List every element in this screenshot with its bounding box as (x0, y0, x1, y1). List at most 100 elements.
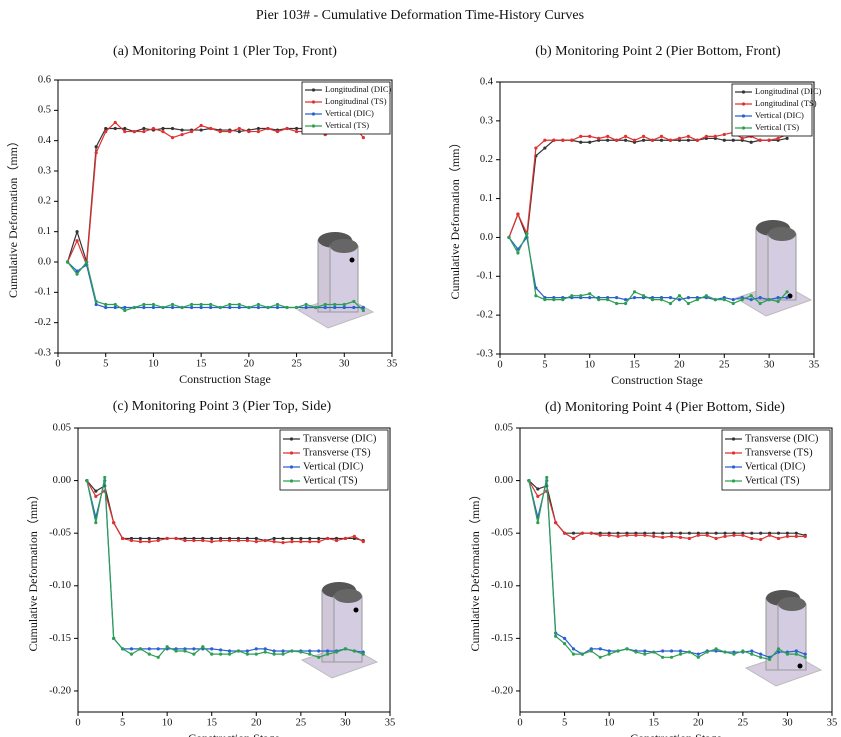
data-point (210, 647, 214, 651)
data-point (758, 301, 762, 306)
data-point (768, 657, 772, 662)
pier-icon (734, 220, 813, 317)
data-point (219, 538, 223, 543)
plot-frame (519, 427, 833, 713)
data-point (668, 296, 673, 300)
data-point (170, 126, 175, 131)
pier-column-2 (767, 233, 797, 301)
data-point (94, 521, 98, 525)
data-point (227, 538, 232, 543)
series-line (67, 260, 364, 312)
data-point (794, 649, 798, 653)
x-tick-label: 10 (584, 359, 595, 370)
data-point (759, 652, 763, 656)
pier-icon (300, 582, 379, 679)
data-point (334, 538, 339, 543)
data-point (607, 652, 611, 656)
data-point (741, 649, 745, 653)
data-point (256, 129, 260, 134)
data-point (228, 305, 232, 310)
data-point (285, 126, 289, 131)
data-point (120, 647, 125, 651)
data-point (705, 650, 709, 654)
data-point (758, 138, 762, 142)
data-point (147, 536, 151, 541)
data-point (597, 298, 601, 302)
data-point (314, 305, 318, 310)
data-point (361, 136, 365, 140)
data-point (210, 540, 214, 544)
data-point (580, 652, 585, 656)
data-point (361, 305, 365, 310)
data-point (554, 521, 558, 525)
legend-box (731, 83, 813, 137)
data-point (256, 302, 260, 307)
data-point (543, 146, 547, 150)
data-point (624, 138, 628, 142)
legend-marker (741, 126, 746, 130)
data-point (132, 305, 136, 310)
data-point (704, 134, 708, 138)
data-point (247, 305, 251, 310)
data-point (552, 138, 556, 142)
data-point (161, 126, 165, 131)
data-point (723, 534, 727, 538)
data-point (112, 521, 116, 525)
data-point (668, 138, 673, 142)
data-point (650, 138, 655, 142)
data-point (170, 305, 175, 310)
data-point (227, 652, 232, 656)
data-point (85, 260, 89, 264)
data-point (156, 647, 160, 651)
data-point (669, 655, 674, 659)
data-point (352, 305, 356, 310)
data-point (219, 648, 223, 652)
data-point (686, 296, 691, 300)
x-tick-label: 15 (196, 358, 207, 369)
data-point (588, 134, 592, 138)
x-tick-label: 30 (339, 358, 350, 369)
data-point (767, 298, 771, 302)
data-point (228, 302, 232, 307)
data-point (678, 652, 683, 656)
legend-box (301, 81, 391, 135)
plot-frame (57, 79, 393, 354)
data-point (632, 290, 637, 294)
data-point (570, 294, 574, 298)
data-point (113, 120, 117, 125)
legend-label: Vertical (TS) (303, 475, 358, 486)
data-point (652, 650, 656, 654)
data-point (732, 533, 736, 537)
y-tick-label: -0.10 (49, 580, 71, 591)
data-point (263, 647, 267, 651)
data-point (326, 649, 330, 653)
data-point (641, 138, 646, 142)
data-point (65, 260, 70, 264)
data-point (219, 652, 223, 656)
x-tick-label: 25 (296, 717, 307, 728)
data-point (686, 134, 691, 138)
data-point (588, 140, 592, 144)
series-line (508, 131, 788, 238)
data-point (113, 126, 117, 131)
data-point (652, 531, 656, 535)
data-point (199, 302, 203, 307)
x-tick-label: 20 (693, 717, 704, 728)
data-point (352, 649, 356, 653)
data-point (209, 126, 213, 131)
data-point (236, 538, 241, 543)
legend-marker (289, 479, 294, 483)
x-tick-label: 35 (385, 717, 396, 728)
data-point (317, 536, 321, 541)
legend-marker (289, 451, 294, 455)
data-point (290, 540, 294, 544)
data-point (750, 536, 754, 541)
data-point (643, 649, 647, 653)
chart-title: (c) Monitoring Point 3 (Pier Top, Side) (113, 399, 332, 414)
series-line (508, 235, 788, 301)
data-point (272, 652, 276, 656)
data-point (237, 126, 241, 131)
data-point (785, 652, 790, 656)
x-tick-label: 0 (497, 359, 502, 370)
data-point (161, 305, 165, 310)
